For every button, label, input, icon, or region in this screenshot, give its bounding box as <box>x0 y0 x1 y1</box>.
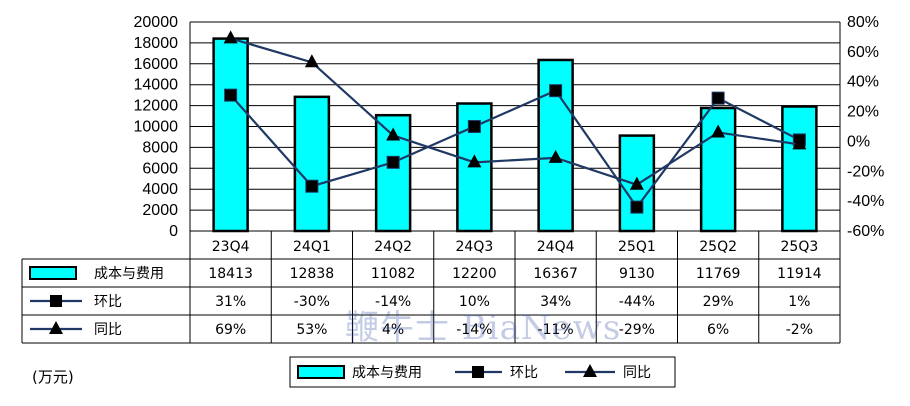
y-right-tick-label: -40% <box>847 193 884 210</box>
legend-key-triangle <box>583 364 597 377</box>
category-label: 25Q1 <box>618 239 656 255</box>
data-table: 23Q4 24Q1 24Q2 24Q3 24Q4 25Q1 25Q2 25Q3 成本与费用 184… <box>21 230 840 344</box>
row-key-square <box>50 295 62 307</box>
bar <box>212 37 249 233</box>
yoy-point <box>629 176 644 190</box>
y-right-tick-label: 80% <box>847 14 879 31</box>
yoy-point <box>792 136 807 150</box>
legend-label: 同比 <box>623 365 651 381</box>
mom-point <box>386 155 400 169</box>
table-value: -11% <box>538 322 574 338</box>
watermark: 鞭牛士 BiaNews <box>345 308 622 348</box>
bars <box>212 37 818 233</box>
category-label: 23Q4 <box>212 239 250 255</box>
table-value: 11914 <box>777 266 822 282</box>
axes: 0 2000 4000 6000 8000 10000 12000 14000 16000 180… <box>134 14 885 240</box>
legend-label: 成本与费用 <box>352 365 422 381</box>
row-key-triangle <box>49 321 63 334</box>
y-right-tick-label: 0% <box>847 133 870 150</box>
y-right-tick-label: -60% <box>847 223 884 240</box>
table-value: 1% <box>788 294 810 310</box>
table-value: 9130 <box>619 266 655 282</box>
y-right-tick-label: 40% <box>847 74 879 91</box>
category-label: 24Q3 <box>456 239 494 255</box>
table-value: 4% <box>382 322 404 338</box>
yoy-line <box>230 37 800 186</box>
category-label: 24Q2 <box>374 239 412 255</box>
table-value: 10% <box>459 294 490 310</box>
table-value: 69% <box>215 322 246 338</box>
mom-point <box>549 84 563 98</box>
row-series-name: 环比 <box>94 294 122 310</box>
mom-point <box>630 200 644 214</box>
y-left-tick-label: 18000 <box>134 35 179 52</box>
mom-point <box>467 120 481 133</box>
table-value: 31% <box>215 294 246 310</box>
bar <box>293 95 331 233</box>
yoy-point <box>548 149 563 163</box>
mom-point <box>305 179 319 193</box>
y-left-tick-label: 8000 <box>142 139 178 156</box>
unit-label: (万元) <box>32 368 74 386</box>
legend-key-bar <box>297 365 345 379</box>
legend: 成本与费用 环比 同比 <box>289 356 676 388</box>
yoy-point <box>304 54 319 68</box>
yoy-point <box>223 30 238 44</box>
table-value: -30% <box>294 294 330 310</box>
category-label: 24Q4 <box>537 239 575 255</box>
y-left-tick-label: 16000 <box>134 56 179 73</box>
y-left-tick-label: 20000 <box>134 14 179 31</box>
table-value: 11082 <box>371 266 416 282</box>
table-value: 16367 <box>533 266 578 282</box>
y-right-tick-label: 60% <box>847 44 879 61</box>
table-value: 12200 <box>452 266 497 282</box>
table-value: -29% <box>619 322 655 338</box>
y-left-tick-label: 4000 <box>142 181 178 198</box>
category-label: 25Q2 <box>699 239 737 255</box>
table-value: 12838 <box>290 266 335 282</box>
row-key-bar <box>29 266 77 280</box>
category-label: 25Q3 <box>781 239 819 255</box>
line-series <box>223 30 807 214</box>
y-right-tick-label: 20% <box>847 104 879 121</box>
table-value: 11769 <box>696 266 741 282</box>
y-left-tick-label: 6000 <box>142 160 178 177</box>
table-value: 34% <box>540 294 571 310</box>
y-left-tick-label: 12000 <box>134 98 179 115</box>
mom-line <box>229 89 800 209</box>
table-value: 6% <box>707 322 729 338</box>
table-value: 29% <box>703 294 734 310</box>
row-series-name: 同比 <box>94 322 122 338</box>
y-left-tick-label: 10000 <box>134 119 179 136</box>
table-value: -2% <box>786 322 813 338</box>
row-series-name: 成本与费用 <box>94 266 164 282</box>
yoy-point <box>711 124 726 138</box>
legend-key-square <box>472 366 484 378</box>
table-value: -44% <box>619 294 655 310</box>
yoy-point <box>386 127 401 141</box>
mom-point <box>711 91 725 105</box>
mom-point <box>224 88 238 102</box>
table-value: -14% <box>456 322 492 338</box>
table-value: -14% <box>375 294 411 310</box>
legend-label: 环比 <box>510 365 538 381</box>
table-value: 18413 <box>208 266 253 282</box>
table-value: 53% <box>296 322 327 338</box>
y-left-tick-label: 2000 <box>142 202 178 219</box>
y-right-tick-label: -20% <box>847 163 884 180</box>
y-left-tick-label: 14000 <box>134 77 179 94</box>
y-left-tick-label: 0 <box>169 223 178 240</box>
bar <box>781 105 818 233</box>
category-label: 24Q1 <box>293 239 331 255</box>
yoy-point <box>467 154 482 168</box>
